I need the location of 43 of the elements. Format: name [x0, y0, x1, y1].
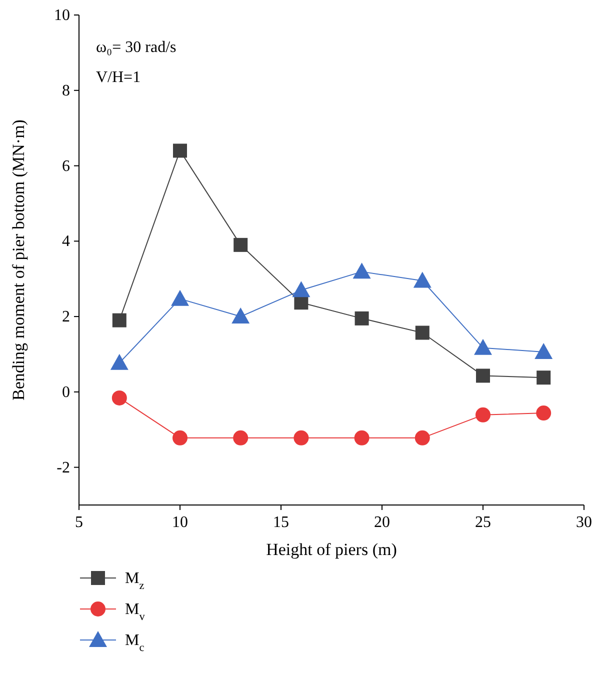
point: [354, 430, 370, 446]
y-tick-label: -2: [56, 459, 70, 476]
annotation: V/H=1: [96, 69, 141, 86]
x-axis-title: Height of piers (m): [266, 540, 397, 559]
point: [112, 313, 126, 328]
point: [294, 430, 309, 446]
point: [232, 308, 250, 324]
point: [476, 368, 490, 383]
point: [172, 430, 188, 446]
y-tick-label: 4: [62, 233, 70, 250]
x-tick-label: 20: [374, 514, 390, 531]
legend-label: M$_{v}$: [125, 601, 146, 623]
point: [474, 338, 492, 355]
annotation: ω₀= 30 rad/s: [96, 39, 176, 56]
point: [536, 370, 551, 385]
point: [171, 290, 189, 306]
point: [234, 238, 248, 252]
point: [414, 430, 430, 446]
y-axis-title: Bending moment of pier bottom (MN·m): [9, 120, 28, 400]
x-tick-label: 15: [273, 514, 289, 531]
point: [112, 390, 127, 406]
x-tick-label: 25: [475, 514, 491, 531]
point: [352, 262, 371, 279]
y-tick-label: 2: [62, 308, 70, 326]
x-tick-label: 5: [75, 514, 83, 531]
point: [534, 342, 553, 359]
point: [413, 272, 432, 288]
point: [233, 430, 248, 446]
legend-label: M$_{z}$: [125, 570, 144, 592]
point: [536, 406, 552, 421]
y-tick-label: 8: [62, 82, 70, 100]
x-tick-label: 10: [172, 514, 188, 531]
point: [476, 407, 490, 422]
point: [354, 311, 369, 326]
y-tick-label: 6: [62, 158, 70, 175]
x-tick-label: 30: [576, 514, 592, 531]
point: [110, 354, 128, 370]
legend-label: M$_{c}$: [125, 632, 144, 654]
y-tick-label: 10: [54, 7, 70, 24]
point: [292, 281, 310, 298]
point: [173, 144, 187, 158]
point: [415, 326, 430, 340]
y-tick-label: 0: [62, 384, 70, 401]
